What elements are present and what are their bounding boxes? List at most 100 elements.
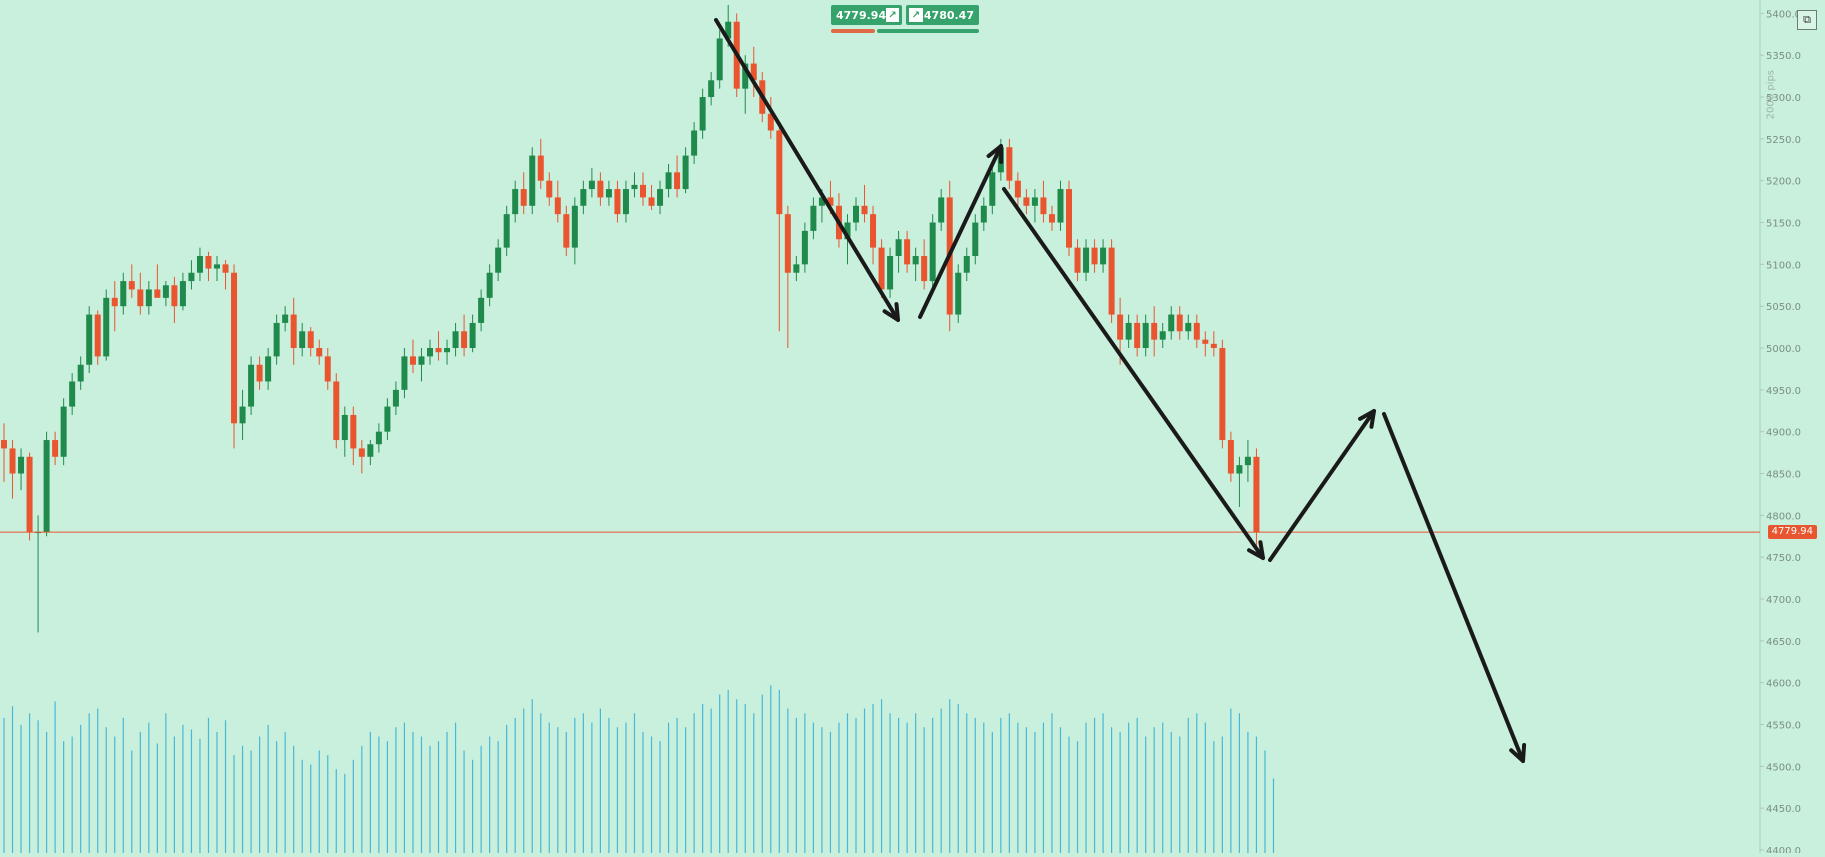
popout-icon[interactable]: ⧉ xyxy=(1797,10,1817,30)
candle-body xyxy=(1219,348,1226,441)
candle-body xyxy=(94,314,101,357)
candle-body xyxy=(435,348,442,353)
candle-body xyxy=(640,184,646,198)
candle-body xyxy=(222,264,229,273)
candle-body xyxy=(1168,314,1175,332)
candle-body xyxy=(256,364,263,382)
candle-body xyxy=(205,255,212,269)
y-tick-label: 4900.0 xyxy=(1766,428,1801,439)
candle-body xyxy=(461,331,468,349)
candle-body xyxy=(486,272,493,298)
candle-body xyxy=(708,80,715,98)
candle-body xyxy=(1244,456,1251,466)
candle-body xyxy=(878,247,885,290)
candle-body xyxy=(120,281,127,307)
candle-body xyxy=(282,314,289,323)
candle-body xyxy=(171,285,178,307)
candle-body xyxy=(26,456,33,533)
candle-body xyxy=(818,197,825,206)
y-tick-label: 4950.0 xyxy=(1766,386,1801,397)
sell-button[interactable]: 4779.94 ↗ xyxy=(831,5,902,25)
candle-body xyxy=(793,264,800,273)
buy-price: 4780.47 xyxy=(923,8,974,22)
candle-body xyxy=(9,448,16,474)
y-tick-label: 5250.0 xyxy=(1766,135,1801,146)
candle-body xyxy=(1227,440,1234,474)
candle-body xyxy=(1031,197,1038,206)
candle-body xyxy=(1193,322,1200,340)
candle-body xyxy=(1202,339,1209,344)
candle-body xyxy=(563,214,570,248)
trend-arrow-line xyxy=(1268,409,1376,562)
candle-body xyxy=(674,172,681,190)
y-tick-label: 4700.0 xyxy=(1766,595,1801,606)
candle-body xyxy=(1108,247,1115,315)
candle-body xyxy=(776,130,783,215)
candle-body xyxy=(231,272,238,424)
candle-body xyxy=(52,440,59,457)
trend-arrow-line xyxy=(1382,412,1525,763)
candle-body xyxy=(887,255,894,290)
candle-body xyxy=(767,113,774,131)
candle-body xyxy=(904,239,911,265)
candle-body xyxy=(1066,189,1072,248)
candle-body xyxy=(162,285,169,298)
candle-body xyxy=(1083,247,1090,273)
trend-arrow-head xyxy=(1247,540,1265,560)
candle-body xyxy=(699,97,706,131)
sell-sentiment-bar xyxy=(831,29,875,33)
candle-body xyxy=(963,255,970,273)
y-tick-label: 4600.0 xyxy=(1766,679,1801,690)
y-tick-label: 4400.0 xyxy=(1766,846,1801,853)
candle-body xyxy=(69,381,76,407)
candle-body xyxy=(495,247,502,273)
candle-body xyxy=(1117,314,1124,340)
buy-button[interactable]: ↗ 4780.47 xyxy=(906,5,979,25)
candle-body xyxy=(750,63,757,81)
candle-body xyxy=(1185,322,1192,332)
candle-body xyxy=(512,189,519,215)
y-tick-label: 4550.0 xyxy=(1766,721,1801,732)
candle-body xyxy=(1176,314,1183,332)
candle-body xyxy=(18,456,25,474)
candle-body xyxy=(299,331,306,349)
candle-body xyxy=(1210,343,1217,349)
candle-body xyxy=(784,214,791,273)
candle-body xyxy=(853,205,859,223)
candle-body xyxy=(1006,147,1013,181)
candle-body xyxy=(580,189,587,206)
candle-body xyxy=(895,239,902,256)
pips-range-label: 2000 pips xyxy=(1765,70,1776,120)
candle-body xyxy=(324,356,331,382)
candle-body xyxy=(1151,322,1158,340)
candle-body xyxy=(60,406,67,457)
candle-body xyxy=(478,297,485,323)
candle-body xyxy=(801,230,808,265)
candle-body xyxy=(239,406,246,424)
candle-body xyxy=(844,222,851,240)
candle-body xyxy=(188,272,195,282)
candle-body xyxy=(145,289,152,307)
candle-body xyxy=(546,180,553,198)
candle-body xyxy=(972,222,979,256)
candle-body xyxy=(1125,322,1132,340)
candle-body xyxy=(554,197,561,215)
candle-body xyxy=(1142,322,1149,349)
candle-body xyxy=(128,281,135,290)
arrow-up-right-icon: ↗ xyxy=(909,8,923,22)
candle-body xyxy=(409,356,416,365)
trend-arrow-line xyxy=(918,144,1003,319)
candle-body xyxy=(418,356,425,365)
candle-body xyxy=(1040,197,1047,215)
candle-body xyxy=(1253,456,1260,533)
trend-arrow-line xyxy=(1002,187,1265,560)
candle-body xyxy=(938,197,945,223)
candle-body xyxy=(691,130,698,156)
trend-arrow-head xyxy=(882,302,900,322)
candle-body xyxy=(955,272,962,315)
candle-body xyxy=(367,444,374,457)
y-tick-label: 5100.0 xyxy=(1766,260,1801,271)
candle-body xyxy=(614,189,621,215)
